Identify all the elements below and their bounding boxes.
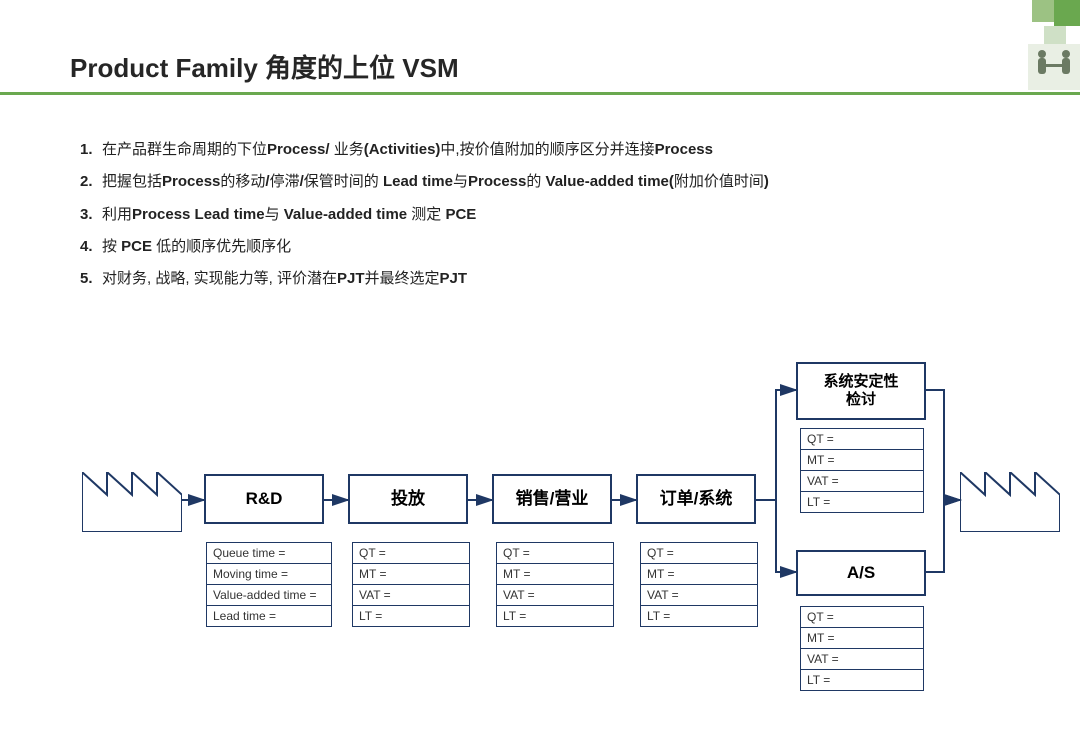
step-list: 1.在产品群生命周期的下位Process/ 业务(Activities)中,按价… [80,140,980,301]
metrics-sales: QT =MT =VAT =LT = [496,542,614,627]
metric-row: QT = [497,543,613,564]
process-sales: 销售/营业 [492,474,612,524]
metric-row: VAT = [497,585,613,606]
process-rnd: R&D [204,474,324,524]
process-launch: 投放 [348,474,468,524]
factory-customer-icon [960,472,1060,532]
step-item: 3.利用Process Lead time与 Value-added time … [80,205,980,225]
decoration-square [1032,0,1054,22]
metrics-order: QT =MT =VAT =LT = [640,542,758,627]
metric-row: QT = [353,543,469,564]
metric-row: VAT = [801,649,923,670]
slide: Product Family 角度的上位 VSM 1.在产品群生命周期的下位Pr… [0,0,1080,739]
metric-row: Value-added time = [207,585,331,606]
title-underline [0,92,1080,95]
metric-row: MT = [353,564,469,585]
metric-row: Moving time = [207,564,331,585]
step-item: 1.在产品群生命周期的下位Process/ 业务(Activities)中,按价… [80,140,980,160]
metric-row: VAT = [801,471,923,492]
step-item: 2.把握包括Process的移动/停滞/保管时间的 Lead time与Proc… [80,172,980,192]
metric-row: LT = [497,606,613,626]
metric-row: LT = [801,670,923,690]
metric-row: MT = [641,564,757,585]
metric-row: VAT = [641,585,757,606]
corner-decoration [1000,0,1080,90]
process-stab: 系统安定性 检讨 [796,362,926,420]
metric-row: Queue time = [207,543,331,564]
metric-row: MT = [801,450,923,471]
process-order: 订单/系统 [636,474,756,524]
vsm-flow-diagram: R&D Queue time =Moving time =Value-added … [0,350,1080,739]
metric-row: LT = [641,606,757,626]
handshake-icon [1028,44,1080,90]
arrow-order-to-stab [756,390,796,500]
decoration-square [1054,0,1080,26]
metric-row: Lead time = [207,606,331,626]
arrow-as-to-factory_right [926,500,960,572]
metric-row: QT = [801,607,923,628]
metric-row: QT = [801,429,923,450]
step-item: 5.对财务, 战略, 实现能力等, 评价潜在PJT并最终选定PJT [80,269,980,289]
metric-row: MT = [801,628,923,649]
metric-row: VAT = [353,585,469,606]
step-item: 4.按 PCE 低的顺序优先顺序化 [80,237,980,257]
metric-row: LT = [353,606,469,626]
metrics-stab: QT =MT =VAT =LT = [800,428,924,513]
metrics-rnd: Queue time =Moving time =Value-added tim… [206,542,332,627]
metrics-as: QT =MT =VAT =LT = [800,606,924,691]
arrow-order-to-as [756,500,796,572]
metric-row: QT = [641,543,757,564]
factory-source-icon [82,472,182,532]
process-as: A/S [796,550,926,596]
metric-row: MT = [497,564,613,585]
metrics-launch: QT =MT =VAT =LT = [352,542,470,627]
slide-title: Product Family 角度的上位 VSM [70,48,459,85]
metric-row: LT = [801,492,923,512]
arrow-stab-to-factory_right [926,390,960,500]
